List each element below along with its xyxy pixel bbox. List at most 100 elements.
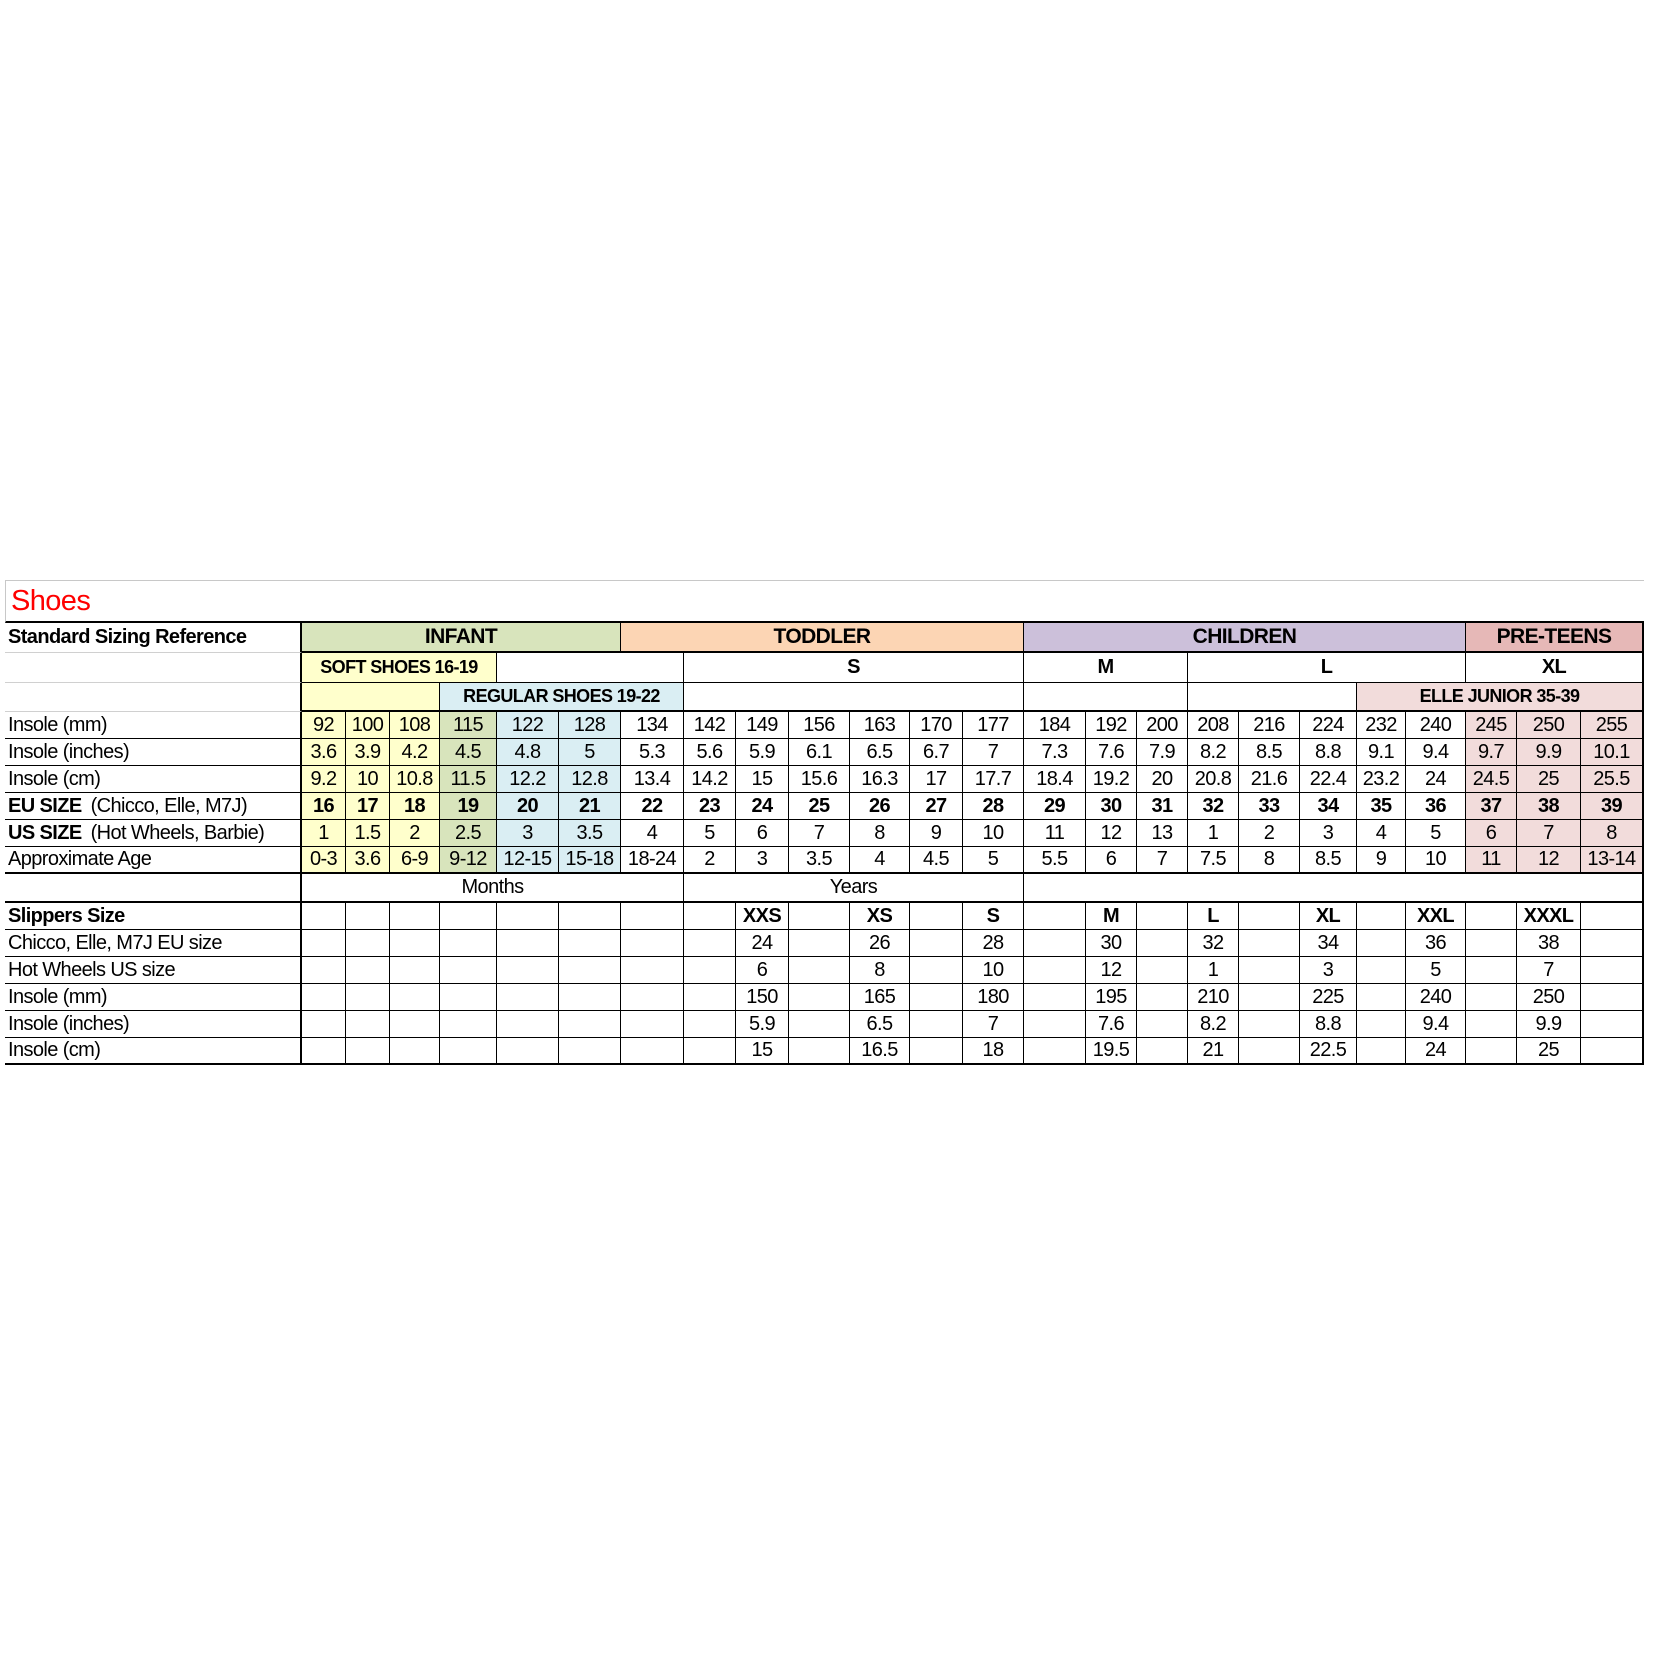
value-cell[interactable]: 3 [736, 847, 789, 874]
blank-cell[interactable] [1239, 903, 1300, 930]
value-cell[interactable]: 9.9 [1517, 739, 1581, 766]
slipper-value-cell[interactable]: 5 [1406, 957, 1466, 984]
value-cell[interactable]: 9.4 [1406, 739, 1466, 766]
value-cell[interactable]: 32 [1188, 793, 1239, 820]
value-cell[interactable]: 39 [1581, 793, 1644, 820]
value-cell[interactable]: 232 [1357, 712, 1406, 739]
value-cell[interactable]: 8 [850, 820, 910, 847]
blank-cell[interactable] [440, 930, 497, 957]
value-cell[interactable]: 4 [850, 847, 910, 874]
row-label[interactable]: Approximate Age [5, 847, 302, 874]
blank-cell[interactable] [1024, 683, 1188, 712]
value-cell[interactable]: 1 [1188, 820, 1239, 847]
value-cell[interactable]: 6.5 [850, 739, 910, 766]
value-cell[interactable]: 21.6 [1239, 766, 1300, 793]
blank-cell[interactable] [1466, 930, 1517, 957]
blank-cell[interactable] [1581, 1038, 1644, 1065]
blank-cell[interactable] [621, 1038, 684, 1065]
blank-cell[interactable] [1239, 957, 1300, 984]
slipper-value-cell[interactable]: 8.8 [1300, 1011, 1357, 1038]
value-cell[interactable]: 4.2 [390, 739, 440, 766]
slipper-value-cell[interactable]: 24 [1406, 1038, 1466, 1065]
blank-cell[interactable] [1024, 957, 1086, 984]
value-cell[interactable]: 4.5 [910, 847, 963, 874]
blank-cell[interactable] [302, 1011, 346, 1038]
slipper-value-cell[interactable]: 9.4 [1406, 1011, 1466, 1038]
value-cell[interactable]: 22.4 [1300, 766, 1357, 793]
slipper-value-cell[interactable]: 165 [850, 984, 910, 1011]
value-cell[interactable]: 0-3 [302, 847, 346, 874]
value-cell[interactable]: 156 [789, 712, 850, 739]
value-cell[interactable]: 18 [390, 793, 440, 820]
blank-cell[interactable] [1581, 1011, 1644, 1038]
value-cell[interactable]: 8.8 [1300, 739, 1357, 766]
value-cell[interactable]: 12.2 [497, 766, 559, 793]
group-header-infant[interactable]: INFANT [302, 623, 621, 653]
blank-cell[interactable] [390, 1038, 440, 1065]
size-header-l[interactable]: L [1188, 653, 1466, 683]
slipper-value-cell[interactable]: 21 [1188, 1038, 1239, 1065]
blank-cell[interactable] [621, 930, 684, 957]
value-cell[interactable]: 192 [1086, 712, 1137, 739]
value-cell[interactable]: 108 [390, 712, 440, 739]
row-label[interactable]: Insole (mm) [5, 712, 302, 739]
blank-cell[interactable] [497, 984, 559, 1011]
value-cell[interactable]: 24.5 [1466, 766, 1517, 793]
slipper-row-label[interactable]: Insole (inches) [5, 1011, 302, 1038]
blank-cell[interactable] [1466, 903, 1517, 930]
value-cell[interactable]: 12.8 [559, 766, 621, 793]
value-cell[interactable]: 4.8 [497, 739, 559, 766]
slipper-value-cell[interactable]: 26 [850, 930, 910, 957]
value-cell[interactable]: 38 [1517, 793, 1581, 820]
value-cell[interactable]: 163 [850, 712, 910, 739]
value-cell[interactable]: 240 [1406, 712, 1466, 739]
row-label[interactable]: EU SIZE (Chicco, Elle, M7J) [5, 793, 302, 820]
value-cell[interactable]: 6 [1466, 820, 1517, 847]
blank-cell[interactable] [1137, 930, 1188, 957]
blank-cell[interactable] [390, 903, 440, 930]
slipper-value-cell[interactable]: 18 [963, 1038, 1024, 1065]
blank-cell[interactable] [1137, 957, 1188, 984]
blank-cell[interactable] [302, 957, 346, 984]
value-cell[interactable]: 25 [789, 793, 850, 820]
value-cell[interactable]: 12-15 [497, 847, 559, 874]
blank-cell[interactable] [559, 1038, 621, 1065]
blank-cell[interactable] [1024, 984, 1086, 1011]
slipper-value-cell[interactable]: 28 [963, 930, 1024, 957]
value-cell[interactable]: 18.4 [1024, 766, 1086, 793]
blank-cell[interactable] [497, 930, 559, 957]
value-cell[interactable]: 35 [1357, 793, 1406, 820]
blank-cell[interactable] [440, 1038, 497, 1065]
blank-cell[interactable] [1239, 984, 1300, 1011]
blank-cell[interactable] [390, 1011, 440, 1038]
value-cell[interactable]: 22 [621, 793, 684, 820]
slipper-value-cell[interactable]: 210 [1188, 984, 1239, 1011]
value-cell[interactable]: 17 [346, 793, 390, 820]
value-cell[interactable]: 2.5 [440, 820, 497, 847]
blank-cell[interactable] [684, 930, 736, 957]
value-cell[interactable]: 7.3 [1024, 739, 1086, 766]
blank-cell[interactable] [302, 1038, 346, 1065]
value-cell[interactable]: 184 [1024, 712, 1086, 739]
value-cell[interactable]: 115 [440, 712, 497, 739]
slipper-value-cell[interactable]: 24 [736, 930, 789, 957]
blank-cell[interactable] [684, 903, 736, 930]
blank-cell[interactable] [1137, 984, 1188, 1011]
value-cell[interactable]: 24 [1406, 766, 1466, 793]
blank-cell[interactable] [1239, 1038, 1300, 1065]
value-cell[interactable]: 6 [1086, 847, 1137, 874]
slipper-value-cell[interactable]: 10 [963, 957, 1024, 984]
slipper-value-cell[interactable]: 34 [1300, 930, 1357, 957]
value-cell[interactable]: 14.2 [684, 766, 736, 793]
value-cell[interactable]: 23 [684, 793, 736, 820]
value-cell[interactable]: 255 [1581, 712, 1644, 739]
blank-cell[interactable] [302, 903, 346, 930]
blank-cell[interactable] [1357, 930, 1406, 957]
blank-cell[interactable] [684, 1038, 736, 1065]
blank-cell[interactable] [1239, 1011, 1300, 1038]
value-cell[interactable]: 208 [1188, 712, 1239, 739]
value-cell[interactable]: 8.2 [1188, 739, 1239, 766]
value-cell[interactable]: 12 [1517, 847, 1581, 874]
value-cell[interactable]: 10 [1406, 847, 1466, 874]
blank-cell[interactable] [559, 957, 621, 984]
